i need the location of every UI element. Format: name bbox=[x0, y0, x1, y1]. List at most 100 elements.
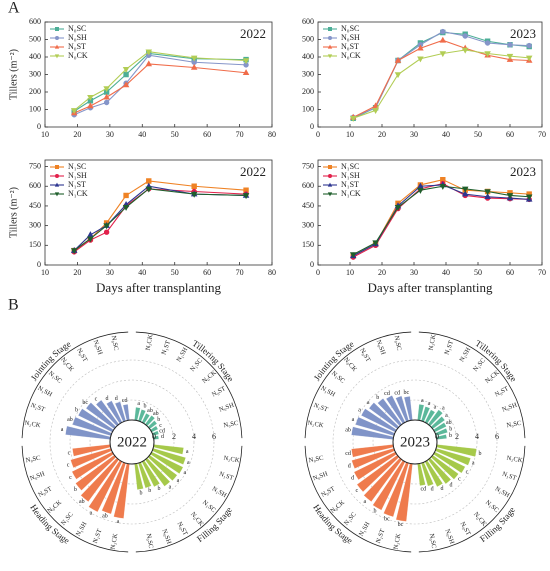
category-label: N₀SH bbox=[92, 339, 104, 356]
point bbox=[461, 47, 469, 54]
point bbox=[417, 187, 424, 194]
legend-marker bbox=[54, 182, 60, 187]
significance-letter: bc bbox=[403, 390, 409, 396]
significance-letter: a bbox=[442, 406, 445, 412]
point bbox=[417, 56, 424, 63]
x-tick-label: 0 bbox=[316, 130, 320, 139]
category-label: N₁ST bbox=[30, 402, 46, 414]
significance-letter: d bbox=[449, 482, 452, 488]
series-line bbox=[73, 180, 247, 252]
category-label: N₁CK bbox=[393, 533, 403, 550]
legend-label: N₁ST bbox=[341, 180, 359, 189]
x-tick-label: 40 bbox=[442, 268, 450, 277]
significance-letter: b bbox=[478, 451, 481, 457]
point bbox=[123, 192, 129, 199]
x-tick-label: 20 bbox=[73, 268, 81, 277]
x-tick-label: 40 bbox=[138, 268, 146, 277]
category-label: N₀ST bbox=[358, 347, 371, 363]
y-tick-label: 750 bbox=[29, 161, 41, 170]
series-line bbox=[73, 51, 247, 111]
x-tick-label: 70 bbox=[236, 268, 244, 277]
significance-letter: c bbox=[466, 469, 469, 475]
significance-letter: a bbox=[187, 460, 190, 466]
significance-letter: bc bbox=[398, 522, 404, 528]
y-tick-label: 450 bbox=[29, 201, 41, 210]
radial-tick-label: 2 bbox=[455, 432, 459, 441]
significance-letter: d bbox=[161, 434, 164, 440]
series-line bbox=[352, 184, 530, 257]
x-tick-label: 70 bbox=[236, 130, 244, 139]
plot-frame bbox=[317, 159, 543, 266]
point bbox=[439, 183, 447, 190]
significance-letter: ab bbox=[345, 428, 351, 434]
plot-frame bbox=[44, 159, 273, 266]
series-line bbox=[73, 185, 247, 251]
category-label: N₁CK bbox=[24, 420, 41, 430]
significance-letter: a bbox=[169, 485, 172, 491]
point bbox=[123, 71, 129, 78]
significance-letter: bc bbox=[82, 400, 88, 406]
radial-tick-label: 6 bbox=[212, 432, 216, 441]
legend-marker bbox=[54, 54, 60, 59]
stage-arc bbox=[304, 445, 412, 553]
significance-letter: c bbox=[67, 463, 70, 469]
legend-marker bbox=[327, 44, 333, 49]
x-tick-label: 50 bbox=[171, 268, 179, 277]
category-label: N₁CK bbox=[145, 334, 155, 351]
category-label: N₀CK bbox=[46, 499, 63, 515]
significance-letter: a bbox=[472, 461, 475, 467]
point bbox=[242, 69, 250, 76]
category-label: N₁CK bbox=[307, 420, 324, 430]
significance-letter: a bbox=[445, 413, 448, 419]
x-tick-label: 60 bbox=[203, 268, 211, 277]
y-tick-label: 600 bbox=[29, 17, 41, 26]
significance-letter: b bbox=[158, 486, 161, 492]
category-label: N₀SC bbox=[223, 420, 239, 429]
x-tick-label: 30 bbox=[106, 130, 114, 139]
point bbox=[439, 51, 447, 58]
x-tick-label: 30 bbox=[410, 130, 418, 139]
legend-label: N₁CK bbox=[341, 189, 361, 198]
category-label: N₀ST bbox=[458, 521, 471, 537]
legend-marker bbox=[328, 36, 332, 40]
point bbox=[190, 55, 198, 62]
x-axis-label: Days after transplanting bbox=[96, 280, 221, 295]
category-label: N₀CK bbox=[472, 511, 488, 528]
legend-marker bbox=[54, 192, 60, 197]
significance-letter: a bbox=[183, 470, 186, 476]
significance-letter: ab bbox=[102, 514, 108, 520]
significance-letter: bc bbox=[384, 516, 390, 522]
point bbox=[525, 55, 533, 62]
panel-label: B bbox=[8, 297, 19, 314]
significance-letter: ab bbox=[67, 417, 73, 423]
y-tick-label: 600 bbox=[302, 17, 314, 26]
significance-letter: a bbox=[421, 398, 424, 404]
category-label: N₁CK bbox=[223, 455, 240, 465]
point bbox=[145, 186, 153, 193]
point bbox=[145, 60, 153, 67]
y-tick-label: 200 bbox=[302, 87, 314, 96]
stage-arc bbox=[418, 331, 526, 439]
x-tick-label: 30 bbox=[410, 268, 418, 277]
y-tick-label: 300 bbox=[302, 69, 314, 78]
y-tick-label: 750 bbox=[302, 161, 314, 170]
point bbox=[484, 189, 491, 196]
stage-arc bbox=[21, 445, 129, 553]
point bbox=[145, 49, 153, 56]
x-tick-label: 50 bbox=[474, 130, 482, 139]
legend-marker bbox=[55, 36, 59, 40]
point bbox=[243, 62, 249, 68]
x-tick-label: 40 bbox=[138, 130, 146, 139]
significance-letter: a bbox=[117, 519, 120, 525]
y-axis-label: Tillers (m⁻²) bbox=[8, 187, 19, 238]
significance-letter: d bbox=[441, 486, 444, 492]
radial-tick-label: 0 bbox=[435, 432, 439, 441]
significance-letter: ab bbox=[446, 420, 452, 426]
significance-letter: ab bbox=[79, 499, 85, 505]
series-line bbox=[73, 188, 247, 253]
significance-letter: cd bbox=[122, 398, 128, 404]
point bbox=[417, 44, 424, 51]
category-label: N₁ST bbox=[444, 340, 456, 356]
significance-letter: c bbox=[355, 488, 358, 494]
category-label: N₁SC bbox=[343, 511, 358, 527]
